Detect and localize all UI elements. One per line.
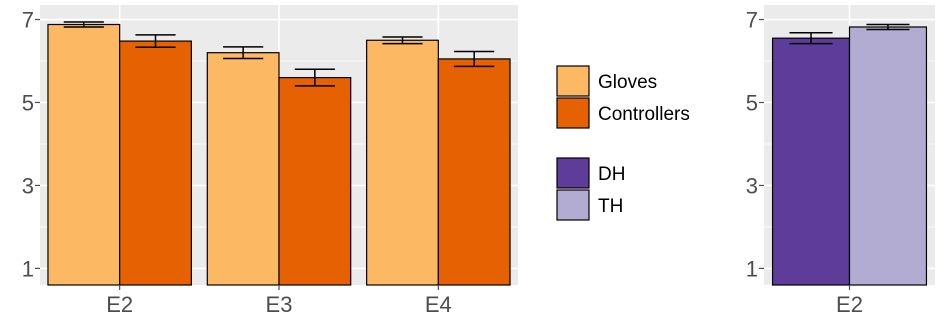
y-tick-label-5: 5	[746, 90, 758, 115]
y-tick-label-1: 1	[746, 256, 758, 281]
y-tick-label-5: 5	[22, 90, 34, 115]
legend-key-controllers	[556, 97, 590, 129]
y-tick-label-3: 3	[746, 173, 758, 198]
error-bar-th-e2	[866, 23, 910, 31]
error-bar-controllers-e3	[294, 68, 335, 87]
error-bar-controllers-e2	[135, 34, 176, 49]
legend-key-dh	[556, 157, 590, 189]
y-tick-label-1: 1	[22, 256, 34, 281]
error-bar-gloves-e2	[63, 21, 104, 28]
error-bar-controllers-e4	[454, 50, 495, 68]
bar-th-e2	[848, 26, 928, 286]
legend-label-dh: DH	[598, 164, 625, 185]
y-tick-label-7: 7	[22, 8, 34, 33]
left-panel: 1 3 5 7 E2 E3 E4	[22, 5, 518, 317]
bar-gloves-e3	[206, 52, 280, 286]
legend: Gloves Controllers DH TH	[556, 65, 690, 221]
legend-key-gloves	[556, 65, 590, 97]
legend-label-gloves: Gloves	[598, 72, 657, 93]
bar-gloves-e4	[366, 39, 439, 286]
legend-key-th	[556, 189, 590, 221]
bar-gloves-e2	[47, 23, 121, 286]
y-tick-label-3: 3	[22, 173, 34, 198]
x-tick-label-e4: E4	[425, 292, 452, 317]
bar-controllers-e3	[278, 76, 352, 286]
error-bar-dh-e2	[789, 32, 833, 45]
x-tick-label-e3: E3	[266, 292, 293, 317]
error-bar-gloves-e4	[382, 36, 423, 45]
bar-controllers-e2	[119, 40, 192, 286]
error-bar-gloves-e3	[223, 46, 264, 60]
x-tick-label-e2: E2	[836, 292, 863, 317]
x-tick-label-e2: E2	[106, 292, 133, 317]
bar-controllers-e4	[437, 58, 511, 286]
legend-label-controllers: Controllers	[598, 104, 690, 125]
right-panel: 1 3 5 7 E2	[746, 5, 935, 317]
bar-dh-e2	[771, 37, 851, 286]
y-tick-label-7: 7	[746, 8, 758, 33]
legend-label-th: TH	[598, 196, 623, 217]
